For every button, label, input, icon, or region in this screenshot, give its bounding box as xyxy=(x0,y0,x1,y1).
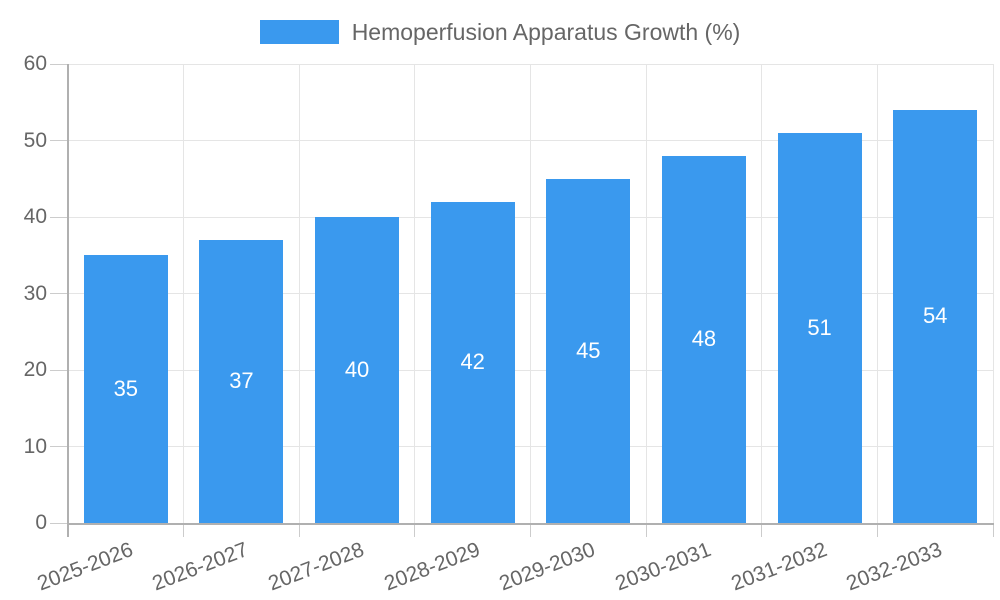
y-axis-tick xyxy=(50,522,68,524)
bar[interactable] xyxy=(893,109,978,523)
gridline-vertical xyxy=(414,64,416,523)
bar[interactable] xyxy=(199,239,284,523)
gridline-vertical xyxy=(645,64,647,523)
x-axis-tick xyxy=(298,523,300,537)
x-axis-tick xyxy=(645,523,647,537)
y-axis-tick xyxy=(50,293,68,294)
gridline-vertical xyxy=(876,64,878,523)
bar[interactable] xyxy=(315,217,400,523)
chart-legend[interactable]: Hemoperfusion Apparatus Growth (%) xyxy=(0,18,1000,48)
y-axis-tick-label: 40 xyxy=(23,205,47,228)
y-axis-tick-label: 0 xyxy=(35,511,47,534)
y-axis-tick xyxy=(50,216,68,218)
x-axis-tick xyxy=(414,523,416,537)
y-axis-tick xyxy=(50,369,68,371)
bar[interactable] xyxy=(777,132,862,523)
x-axis-tick xyxy=(183,523,185,537)
gridline-vertical xyxy=(761,64,763,523)
bar[interactable] xyxy=(430,201,515,523)
y-axis-tick-label: 60 xyxy=(23,52,47,75)
bar[interactable] xyxy=(661,155,746,523)
bar[interactable] xyxy=(83,255,168,523)
y-axis-tick-label: 10 xyxy=(23,434,47,458)
legend-color-swatch xyxy=(259,20,339,44)
y-axis-tick-label: 20 xyxy=(23,358,47,381)
y-axis-line xyxy=(67,64,69,537)
gridline-vertical xyxy=(183,64,185,523)
gridline-vertical xyxy=(298,64,300,523)
x-axis-tick xyxy=(876,523,878,537)
x-axis-line xyxy=(67,523,994,525)
bar[interactable] xyxy=(546,178,631,523)
legend-label: Hemoperfusion Apparatus Growth (%) xyxy=(351,19,741,45)
y-axis-tick xyxy=(50,140,68,141)
y-axis-tick xyxy=(50,446,68,447)
y-axis-tick-label: 30 xyxy=(23,281,47,305)
x-axis-tick xyxy=(530,523,531,537)
gridline-horizontal xyxy=(68,63,993,65)
x-axis-tick xyxy=(992,523,994,537)
y-axis-tick xyxy=(50,63,68,65)
gridline-vertical xyxy=(992,64,994,523)
y-axis-tick-label: 50 xyxy=(23,128,47,152)
x-axis-tick xyxy=(761,523,763,537)
gridline-vertical xyxy=(530,64,531,523)
